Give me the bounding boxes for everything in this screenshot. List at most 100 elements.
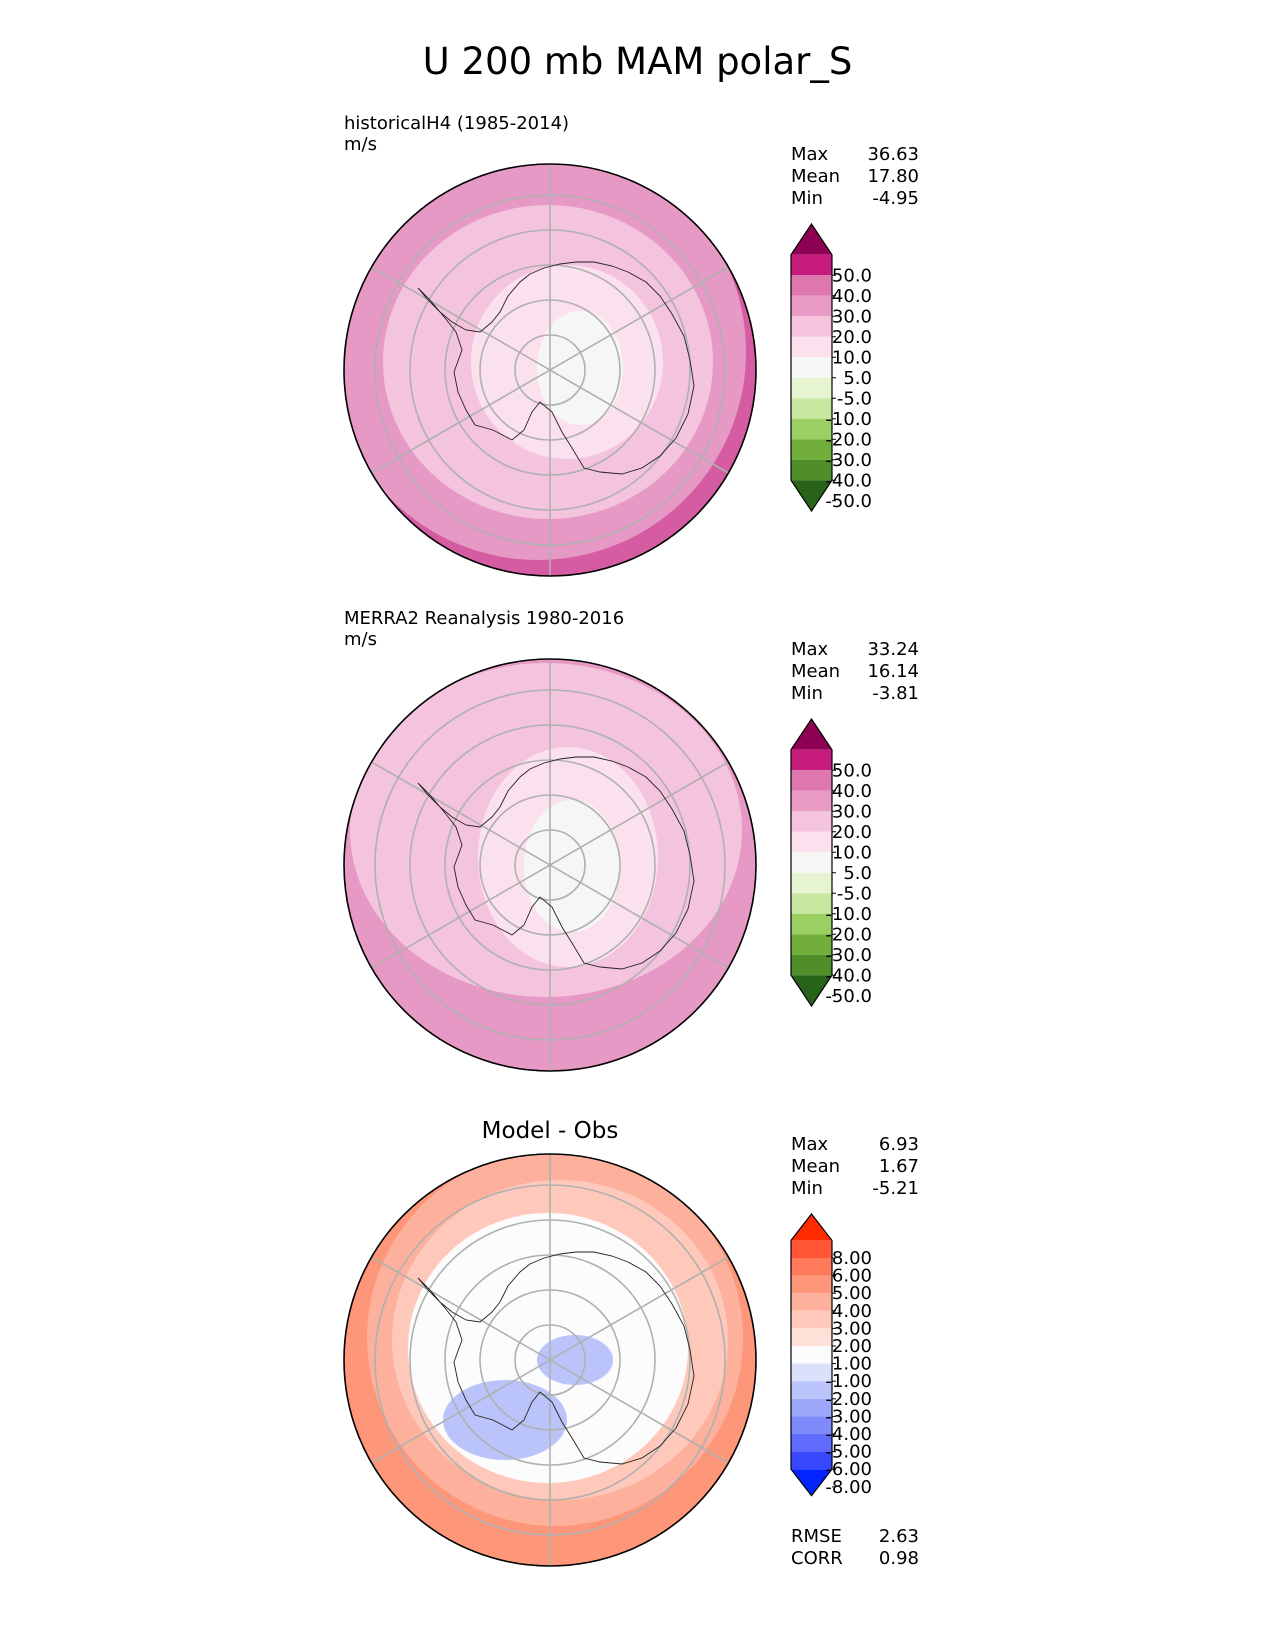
- colorbar-segment: [791, 316, 832, 337]
- colorbar-segment: [791, 1451, 832, 1470]
- colorbar-segment: [791, 254, 832, 276]
- colorbar-segment: [791, 459, 832, 481]
- colorbar-tick-label: 2.00: [832, 1336, 872, 1357]
- panel-1-title-text: historicalH4 (1985-2014): [344, 113, 570, 134]
- colorbar-segment: [791, 852, 832, 873]
- panel-3-stats: Max 6.93 Mean 1.67 Min -5.21: [791, 1134, 919, 1200]
- map-outline: [343, 658, 757, 1072]
- stat-label: Mean: [791, 1156, 841, 1177]
- colorbar-tick-label: 20.0: [832, 822, 872, 843]
- colorbar-tick-label: -30.0: [825, 450, 872, 471]
- stat-value: 6.93: [878, 1134, 919, 1155]
- colorbar-tick-label: -1.00: [825, 1371, 872, 1392]
- stat-label: Min: [791, 683, 823, 704]
- colorbar-tick-label: -4.00: [825, 1424, 872, 1445]
- colorbar-tick-label: -20.0: [825, 924, 872, 945]
- colorbar-segment: [791, 913, 832, 935]
- panel-3-metrics: RMSE 2.63 CORR 0.98: [791, 1526, 919, 1570]
- panel-1-stats: Max 36.63 Mean 17.80 Min -4.95: [791, 144, 919, 210]
- colorbar-tick-label: -40.0: [825, 965, 872, 986]
- colorbar-segment: [791, 749, 832, 771]
- colorbar-segment: [791, 1381, 832, 1399]
- stat-value: 33.24: [867, 639, 919, 660]
- colorbar-tick-label: 4.00: [832, 1301, 872, 1322]
- colorbar-tick-label: 5.0: [843, 863, 872, 884]
- stat-label: Min: [791, 1178, 823, 1199]
- panel-2-title-text: MERRA2 Reanalysis 1980-2016: [344, 608, 625, 629]
- colorbar-tick-label: -5.0: [837, 388, 872, 409]
- stat-value: -4.95: [872, 188, 919, 209]
- colorbar-tick-label: 8.00: [832, 1248, 872, 1269]
- colorbar-segment: [791, 295, 832, 317]
- stat-label: Mean: [791, 166, 841, 187]
- colorbar-tick-label: 10.0: [832, 347, 872, 368]
- colorbar-segment: [791, 872, 832, 894]
- colorbar-segment: [791, 1240, 832, 1258]
- colorbar-tick-label: -6.00: [825, 1459, 872, 1480]
- stat-value: 1.67: [878, 1156, 919, 1177]
- metric-label: CORR: [791, 1548, 843, 1569]
- stat-value: -3.81: [872, 683, 919, 704]
- panel-2-units: m/s: [344, 629, 377, 650]
- colorbar-tick-label: 5.00: [832, 1283, 872, 1304]
- map-outline: [343, 163, 757, 577]
- stat-label: Max: [791, 144, 829, 165]
- colorbar-tick-label: -2.00: [825, 1389, 872, 1410]
- colorbar-segment: [791, 357, 832, 378]
- colorbar-tick-label: -10.0: [825, 409, 872, 430]
- stat-value: 16.14: [867, 661, 919, 682]
- stat-value: 36.63: [867, 144, 919, 165]
- colorbar-tick-label: -10.0: [825, 904, 872, 925]
- colorbar-tick-label: 40.0: [832, 781, 872, 802]
- colorbar-segment: [791, 1293, 832, 1311]
- graticule: [359, 1154, 741, 1566]
- colorbar-tick-label: -5.00: [825, 1442, 872, 1463]
- stat-label: Max: [791, 1134, 829, 1155]
- colorbar-tick-label: 20.0: [832, 327, 872, 348]
- colorbar-segment: [791, 1328, 832, 1346]
- colorbar-tick-label: 50.0: [832, 265, 872, 286]
- colorbar-segment: [791, 831, 832, 853]
- colorbar-segment: [791, 1258, 832, 1276]
- colorbar-tick-label: -5.0: [837, 883, 872, 904]
- meridian-line: [359, 1249, 741, 1471]
- colorbar-tick-label: 5.0: [843, 368, 872, 389]
- panel-2-stats: Max 33.24 Mean 16.14 Min -3.81: [791, 639, 919, 705]
- colorbar-tick-label: -30.0: [825, 945, 872, 966]
- colorbar-segment: [791, 1398, 832, 1417]
- colorbar-segment: [791, 336, 832, 358]
- colorbar-tick-label: -50.0: [825, 491, 872, 512]
- colorbar-segment: [791, 439, 832, 460]
- colorbar-segment: [791, 1346, 832, 1364]
- colorbar-tick-label: 30.0: [832, 306, 872, 327]
- panel-2-map: [343, 658, 757, 1072]
- panel-1-map: [343, 163, 757, 577]
- colorbar-tick-label: -8.00: [825, 1477, 872, 1498]
- colorbar-tick-label: 30.0: [832, 801, 872, 822]
- colorbar-segment: [791, 398, 832, 419]
- colorbar-tick-label: 1.00: [832, 1354, 872, 1375]
- colorbar-segment: [791, 811, 832, 832]
- colorbar-extend-min: [791, 1469, 832, 1496]
- colorbar-segment: [791, 790, 832, 812]
- colorbar-tick-label: 3.00: [832, 1318, 872, 1339]
- panel-1-title: historicalH4 (1985-2014) m/s: [344, 113, 569, 155]
- colorbar-segment: [791, 1310, 832, 1329]
- stat-value: -5.21: [872, 1178, 919, 1199]
- metric-label: RMSE: [791, 1526, 842, 1547]
- colorbar-segment: [791, 1275, 832, 1294]
- colorbar-segment: [791, 893, 832, 914]
- map-outline: [343, 1153, 757, 1567]
- colorbar-tick-label: 50.0: [832, 760, 872, 781]
- panel-2-title: MERRA2 Reanalysis 1980-2016 m/s: [344, 608, 624, 650]
- stat-label: Min: [791, 188, 823, 209]
- meridian-line: [359, 754, 741, 976]
- colorbar-tick-label: 6.00: [832, 1266, 872, 1287]
- colorbar-tick-label: -3.00: [825, 1406, 872, 1427]
- graticule: [359, 659, 741, 1071]
- colorbar-segment: [791, 377, 832, 399]
- colorbar-extend-max: [791, 719, 832, 750]
- colorbar-tick-label: -50.0: [825, 986, 872, 1007]
- stat-label: Mean: [791, 661, 841, 682]
